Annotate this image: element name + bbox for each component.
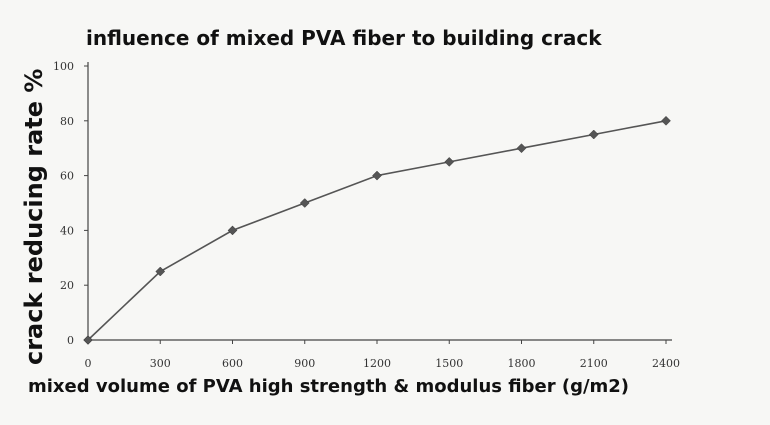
data-point [83,335,93,345]
data-point [372,170,382,181]
data-point [299,198,310,208]
data-point [444,157,455,167]
x-tick-label: 1200 [363,357,391,370]
data-series [83,115,671,345]
x-tick-label: 300 [150,357,171,370]
y-tick-label: 80 [60,115,74,128]
axes [84,62,672,344]
y-tick-label: 60 [60,170,74,183]
tick-labels: 0 300 600 900 1200 1500 1800 2100 2400 0 20 40 60 80 1… [53,60,680,370]
data-point [227,225,238,236]
data-point [588,129,599,140]
x-tick-label: 900 [294,357,315,370]
data-point [155,266,166,277]
data-point [661,115,671,126]
x-tick-label: 0 [85,357,92,370]
x-tick-label: 1500 [435,357,463,370]
x-tick-label: 600 [222,357,243,370]
series-line [87,120,667,341]
data-point [516,143,527,154]
x-tick-label: 2100 [580,357,608,370]
x-axis-label: mixed volume of PVA high strength & modu… [28,376,629,397]
x-tick-label: 2400 [652,357,680,370]
chart-title: influence of mixed PVA fiber to building… [86,26,602,50]
y-tick-label: 0 [67,334,74,347]
x-tick-label: 1800 [508,357,536,370]
y-tick-label: 20 [60,279,74,292]
y-axis-label: crack reducing rate % [20,69,48,365]
y-tick-label: 100 [53,60,74,73]
y-tick-label: 40 [60,224,74,237]
